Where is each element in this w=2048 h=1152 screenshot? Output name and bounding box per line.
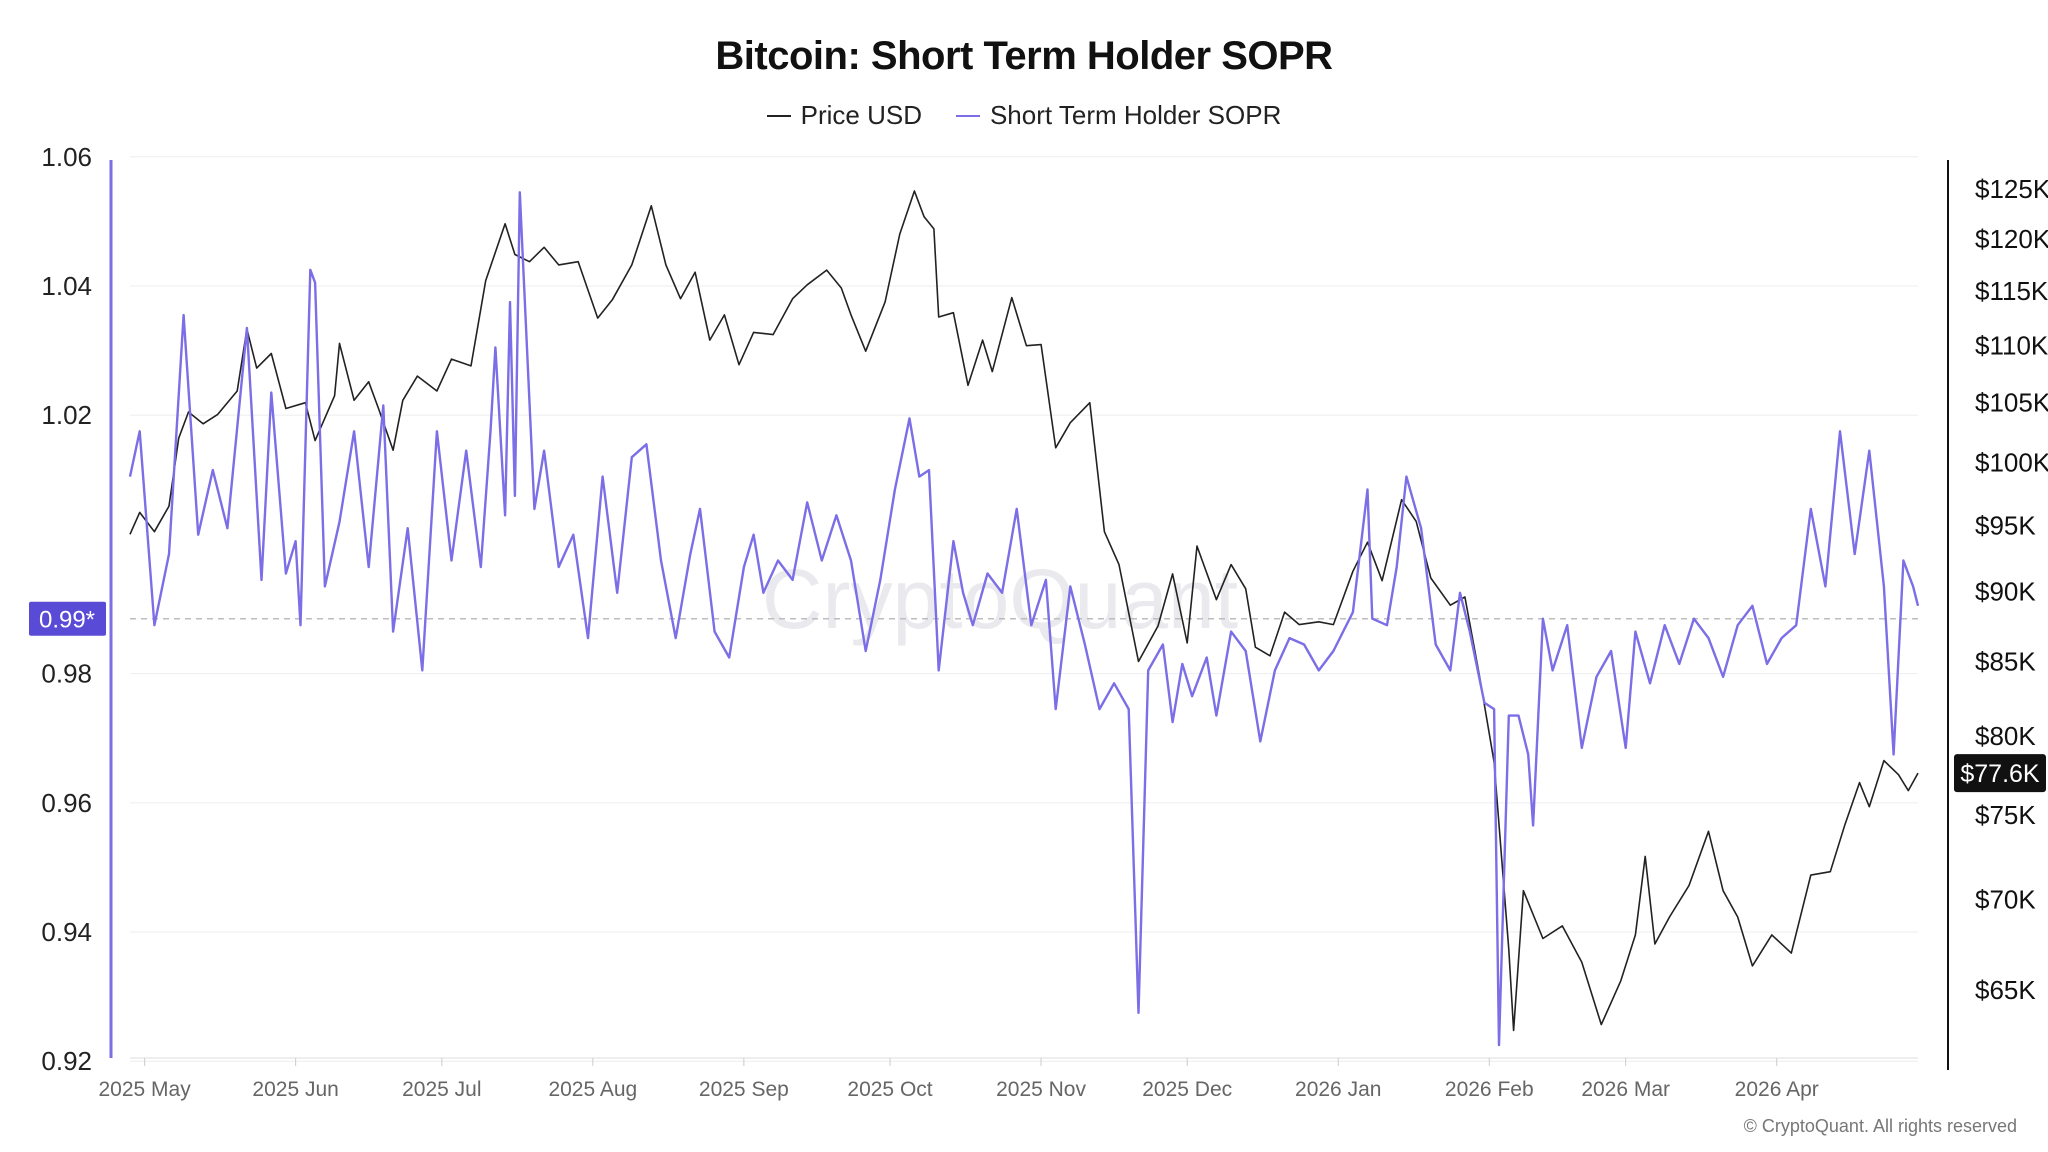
legend-item-price[interactable]: Price USD xyxy=(766,100,922,131)
y-right-tick-label: $70K xyxy=(1975,884,2036,914)
y-right-tick-label: $65K xyxy=(1975,975,2036,1005)
legend-swatch-price xyxy=(766,114,791,117)
y-left-tick-label: 1.04 xyxy=(41,271,92,301)
y-right-tick-label: $90K xyxy=(1975,577,2036,607)
sopr-marker-label: 0.99* xyxy=(39,607,95,634)
y-right-tick-label: $110K xyxy=(1975,331,2048,361)
x-tick-label: 2025 Nov xyxy=(996,1078,1086,1101)
grid-layer xyxy=(130,156,1918,1062)
x-tick-label: 2026 Mar xyxy=(1581,1078,1670,1101)
x-tick-label: 2025 May xyxy=(98,1078,191,1101)
copyright-text: © CryptoQuant. All rights reserved xyxy=(1743,1116,2017,1136)
x-tick-label: 2025 Sep xyxy=(699,1078,789,1101)
y-right-tick-label: $80K xyxy=(1975,721,2036,751)
price-marker-label: $77.6K xyxy=(1960,760,2040,788)
y-left-tick-label: 0.98 xyxy=(41,659,92,689)
axis-marker-layer: 0.99* $77.6K xyxy=(29,601,2046,793)
x-tick-label: 2025 Aug xyxy=(548,1078,637,1101)
x-tick-label: 2026 Jan xyxy=(1295,1078,1381,1101)
chart-legend: Price USD Short Term Holder SOPR xyxy=(0,100,2048,131)
sopr-marker-badge xyxy=(29,601,106,636)
sopr-line xyxy=(128,191,1920,1047)
legend-label-price: Price USD xyxy=(800,100,922,130)
x-tick-label: 2025 Dec xyxy=(1142,1078,1232,1101)
x-tick-label: 2025 Jul xyxy=(402,1078,481,1101)
x-tick-label: 2026 Apr xyxy=(1735,1078,1819,1101)
legend-item-sopr[interactable]: Short Term Holder SOPR xyxy=(955,100,1282,131)
y-right-tick-label: $95K xyxy=(1975,510,2036,540)
price-marker-badge xyxy=(1954,754,2046,793)
y-left-tick-label: 1.06 xyxy=(41,142,92,172)
series-layer xyxy=(128,190,1920,1047)
y-left-tick-label: 0.96 xyxy=(41,788,92,818)
x-tick-label: 2025 Oct xyxy=(847,1078,932,1101)
y-right-tick-label: $75K xyxy=(1975,800,2036,830)
chart-title: Bitcoin: Short Term Holder SOPR xyxy=(715,34,1333,78)
y-right-tick-label: $115K xyxy=(1975,276,2048,306)
legend-label-sopr: Short Term Holder SOPR xyxy=(989,100,1282,130)
y-left-tick-label: 0.92 xyxy=(41,1046,92,1076)
legend-swatch-sopr xyxy=(955,114,980,117)
y-right-tick-label: $100K xyxy=(1975,447,2048,477)
y-left-tick-label: 1.02 xyxy=(41,400,92,430)
watermark-text: CryptoQuant xyxy=(762,552,1238,646)
axis-layer: 1.06 1.04 1.02 0.98 0.96 0.94 0.92 $125K $120K $1… xyxy=(41,142,2048,1101)
y-right-tick-label: $85K xyxy=(1975,647,2036,677)
price-line xyxy=(129,190,1919,1032)
x-tick-label: 2026 Feb xyxy=(1445,1078,1534,1101)
y-right-tick-label: $125K xyxy=(1975,174,2048,204)
y-right-tick-label: $120K xyxy=(1975,224,2048,254)
y-left-tick-label: 0.94 xyxy=(41,917,92,947)
x-tick-label: 2025 Jun xyxy=(252,1078,338,1101)
y-right-tick-label: $105K xyxy=(1975,388,2048,418)
